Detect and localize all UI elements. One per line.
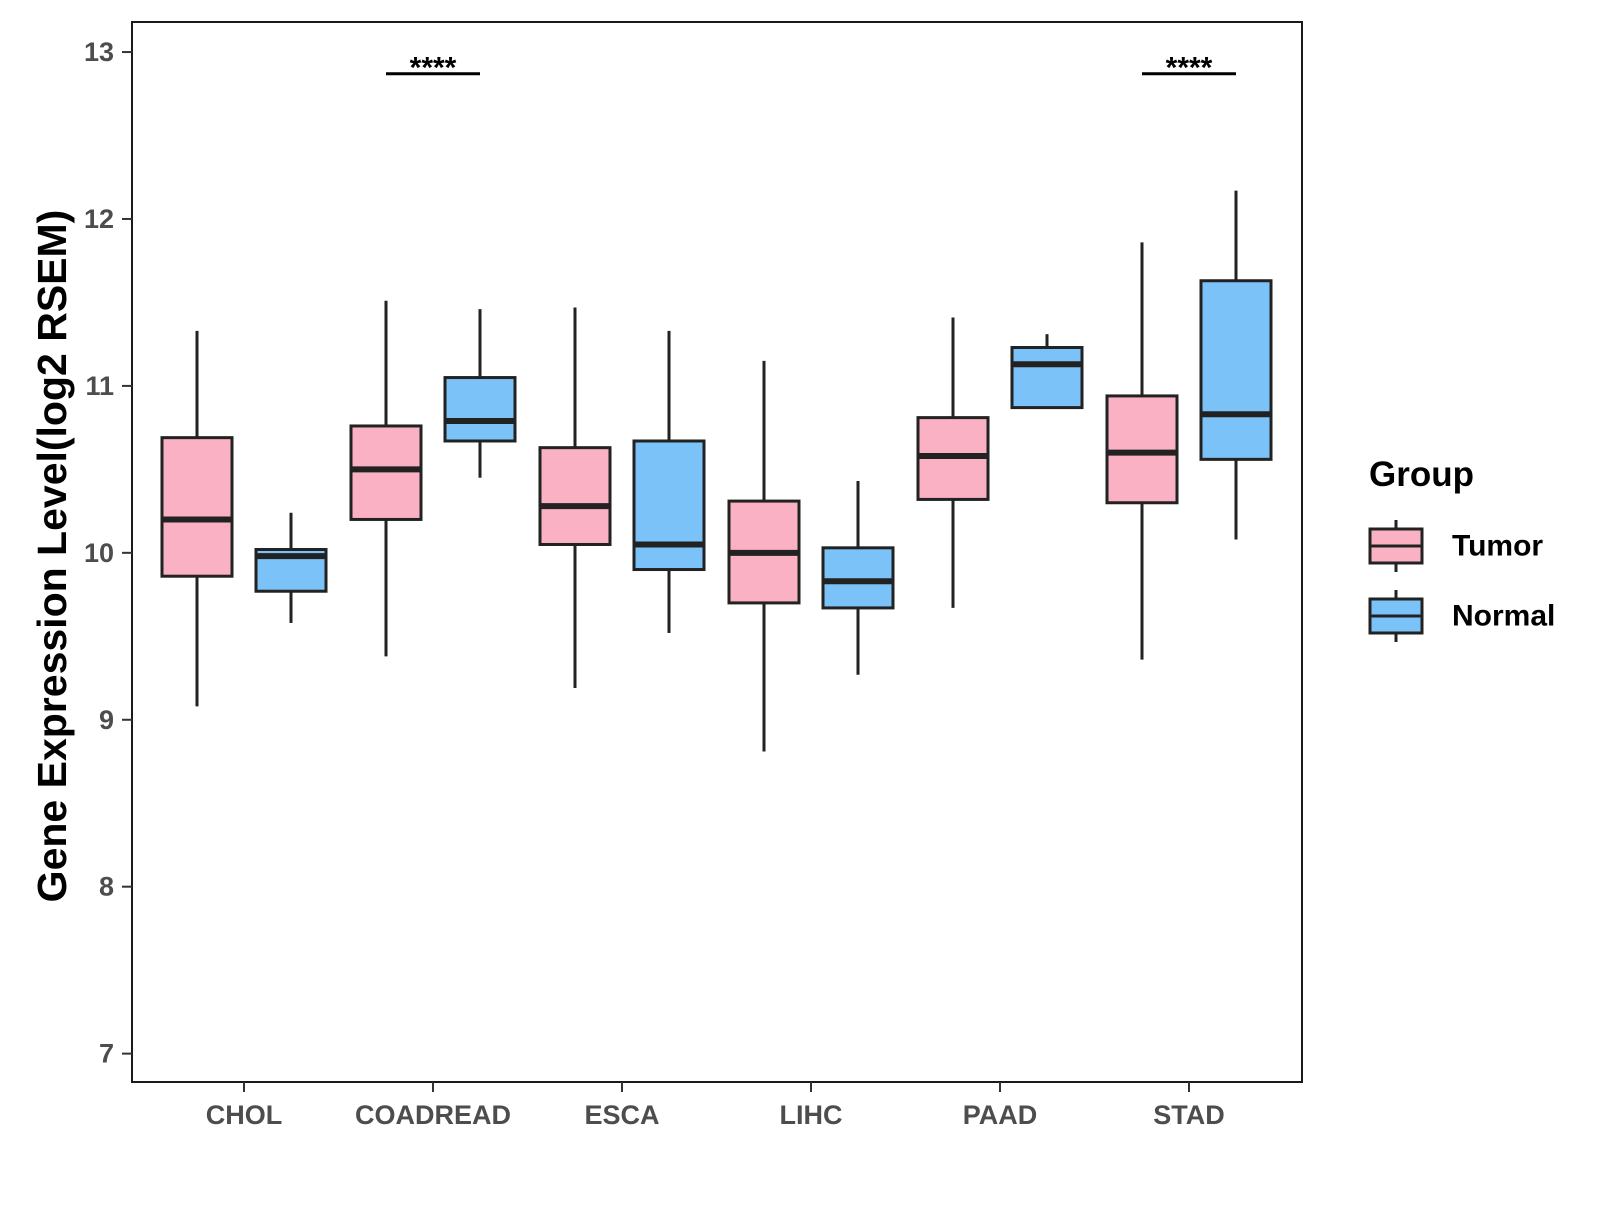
y-tick-label: 9 bbox=[99, 705, 114, 735]
legend-title: Group bbox=[1369, 455, 1474, 494]
y-axis-title: Gene Expression Level(log2 RSEM) bbox=[29, 210, 75, 903]
box-lihc-tumor bbox=[727, 360, 801, 752]
box-iqr bbox=[1010, 346, 1084, 410]
x-axis: CHOL COADREAD ESCA LIHC PAAD STAD bbox=[206, 1082, 1225, 1130]
y-axis: 7 8 9 10 11 12 13 bbox=[84, 37, 132, 1069]
significance-stad: **** bbox=[1142, 52, 1236, 85]
y-tick-label: 7 bbox=[99, 1039, 114, 1069]
box-paad-tumor bbox=[916, 317, 990, 608]
x-tick-label: ESCA bbox=[584, 1100, 659, 1130]
box-lihc-normal bbox=[821, 481, 895, 675]
significance-label: **** bbox=[410, 52, 457, 85]
x-tick-label: CHOL bbox=[206, 1100, 283, 1130]
x-tick-label: LIHC bbox=[780, 1100, 843, 1130]
box-chol-tumor bbox=[160, 330, 234, 707]
box-iqr bbox=[160, 436, 234, 578]
box-paad-normal bbox=[1010, 334, 1084, 410]
box-iqr bbox=[538, 446, 612, 546]
box-iqr bbox=[632, 439, 706, 572]
y-tick-label: 10 bbox=[84, 538, 114, 568]
y-tick-label: 11 bbox=[85, 371, 114, 401]
y-tick-label: 12 bbox=[84, 204, 114, 234]
plot-marks: **** **** bbox=[160, 52, 1273, 752]
box-coadread-tumor bbox=[349, 300, 423, 657]
box-stad-normal bbox=[1199, 190, 1273, 540]
box-esca-tumor bbox=[538, 307, 612, 689]
legend: Group Tumor Normal bbox=[1368, 455, 1555, 642]
legend-item-tumor: Tumor bbox=[1368, 520, 1543, 572]
box-iqr bbox=[1199, 279, 1273, 461]
legend-label: Tumor bbox=[1452, 530, 1543, 563]
box-iqr bbox=[443, 376, 517, 443]
significance-coadread: **** bbox=[386, 52, 480, 85]
legend-item-normal: Normal bbox=[1368, 590, 1555, 642]
box-chol-normal bbox=[254, 512, 328, 623]
x-tick-label: PAAD bbox=[963, 1100, 1038, 1130]
x-tick-label: COADREAD bbox=[355, 1100, 511, 1130]
box-coadread-normal bbox=[443, 309, 517, 478]
y-tick-label: 8 bbox=[99, 872, 114, 902]
box-esca-normal bbox=[632, 330, 706, 633]
legend-label: Normal bbox=[1452, 600, 1555, 633]
significance-label: **** bbox=[1166, 52, 1213, 85]
box-stad-tumor bbox=[1105, 242, 1179, 660]
box-iqr bbox=[821, 546, 895, 610]
x-tick-label: STAD bbox=[1153, 1100, 1225, 1130]
y-tick-label: 13 bbox=[84, 37, 114, 67]
box-iqr bbox=[1105, 394, 1179, 505]
box-iqr bbox=[349, 424, 423, 521]
